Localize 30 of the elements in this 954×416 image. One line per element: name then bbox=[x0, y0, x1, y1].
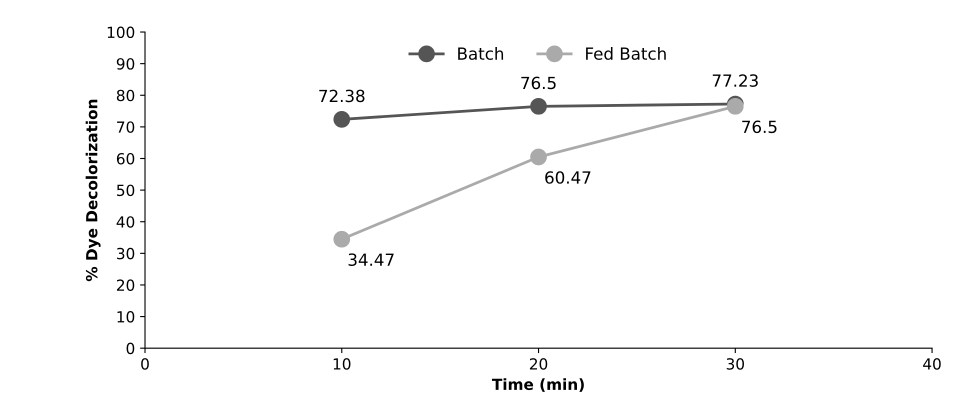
data-label: 77.23 bbox=[712, 74, 758, 87]
y-tick-label: 50 bbox=[117, 184, 134, 196]
y-tick-label: 10 bbox=[118, 311, 134, 323]
legend-label: Batch bbox=[458, 47, 504, 60]
y-tick-label: 0 bbox=[126, 342, 134, 354]
point bbox=[530, 148, 547, 166]
y-tick-label: 20 bbox=[116, 279, 134, 291]
y-tick-label: 60 bbox=[116, 152, 134, 165]
y-tick-label: 90 bbox=[116, 58, 134, 70]
x-tick-label: 10 bbox=[334, 358, 350, 370]
x-tick-label: 30 bbox=[726, 358, 744, 370]
data-label: 76.5 bbox=[742, 120, 777, 134]
y-tick-label: 100 bbox=[108, 26, 134, 38]
legend-label: Fed Batch bbox=[586, 47, 666, 60]
point bbox=[530, 98, 547, 115]
point bbox=[333, 230, 350, 248]
y-tick-label: 80 bbox=[116, 90, 134, 102]
y-tick-label: 40 bbox=[116, 216, 134, 228]
point bbox=[333, 111, 350, 128]
x-axis-title: Time (min) bbox=[492, 378, 584, 392]
y-tick-label: 70 bbox=[117, 121, 134, 133]
x-tick-label: 0 bbox=[141, 358, 149, 370]
x-tick-label: 20 bbox=[530, 358, 548, 370]
y-tick-label: 30 bbox=[117, 248, 134, 260]
y-axis-title: % Dye Decolorization bbox=[86, 100, 101, 282]
data-label: 76.5 bbox=[521, 76, 556, 90]
data-label: 72.38 bbox=[319, 90, 364, 102]
data-label: 34.47 bbox=[348, 253, 394, 266]
data-label: 60.47 bbox=[545, 171, 590, 184]
x-tick-label: 40 bbox=[923, 358, 941, 370]
